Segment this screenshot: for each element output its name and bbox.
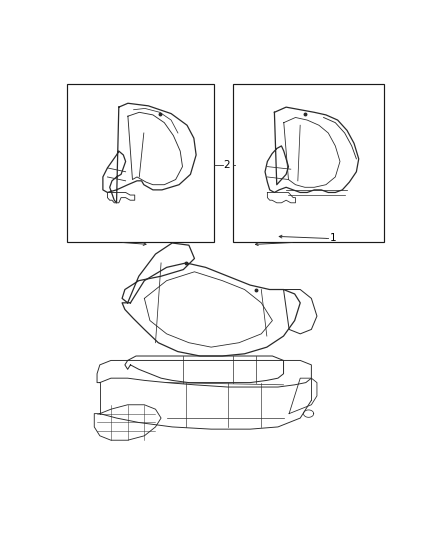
Bar bbox=[233, 84, 384, 243]
Bar bbox=[67, 84, 214, 243]
Text: 2: 2 bbox=[223, 159, 230, 169]
Text: 1: 1 bbox=[330, 233, 336, 244]
